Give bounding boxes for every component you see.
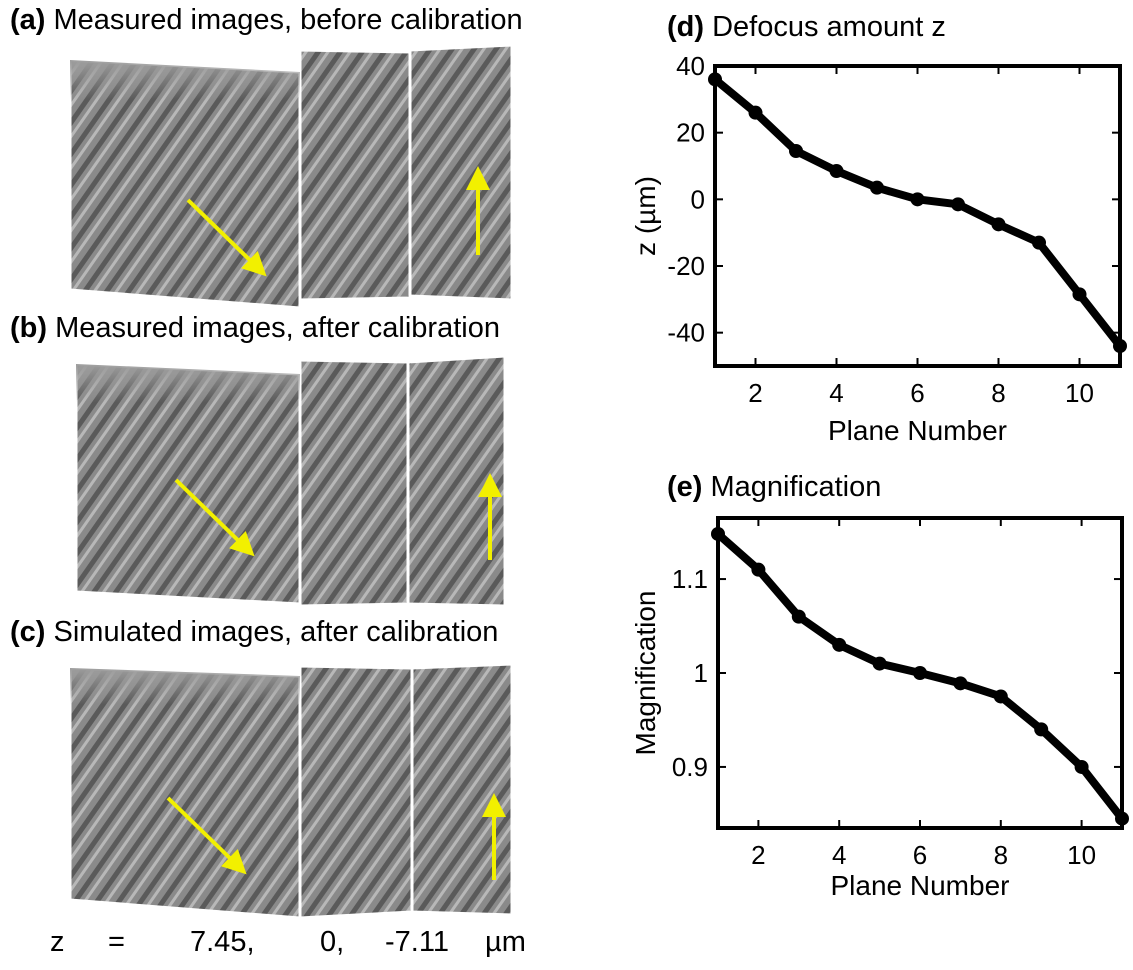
- chart-d-point: [1072, 287, 1087, 302]
- panel-a-text: Measured images, before calibration: [53, 4, 523, 36]
- chart-e-point: [913, 666, 927, 680]
- stack-a: [68, 43, 514, 310]
- chart-magnification: (e) Magnification 2 4 6 8 10 1.1 1 0.9 Plane Numb…: [630, 471, 1129, 901]
- chart-d-point: [708, 72, 722, 87]
- chart-e-point: [953, 676, 968, 691]
- z-unit: µm: [485, 926, 526, 958]
- chart-e-xlabel: Plane Number: [831, 870, 1010, 901]
- chart-d-ytick-label: -40: [667, 318, 705, 348]
- chart-d-point: [748, 105, 763, 120]
- chart-d-xlabel: Plane Number: [828, 415, 1007, 446]
- panel-a-title: (a) Measured images, before calibration: [10, 4, 523, 37]
- panel-c-letter: (c): [10, 616, 46, 648]
- chart-d-ylabel: z (µm): [630, 176, 661, 256]
- panel-c-text: Simulated images, after calibration: [53, 616, 499, 648]
- stack-b: [74, 354, 507, 608]
- chart-d-axes-box: [713, 64, 1122, 368]
- image-stacks: [68, 43, 514, 920]
- z-value-1: 7.45,: [190, 926, 255, 958]
- chart-e-title: (e) Magnification: [667, 471, 881, 503]
- chart-d-letter: (d): [667, 11, 704, 43]
- chart-e-letter: (e): [667, 471, 702, 503]
- chart-d-point: [870, 180, 884, 195]
- panel-b-letter: (b): [10, 312, 48, 344]
- panel-a-letter: (a): [10, 4, 46, 36]
- chart-e-point: [711, 526, 725, 541]
- chart-e-xtick-label: 8: [994, 840, 1008, 870]
- chart-d-xtick-label: 2: [748, 378, 762, 408]
- chart-e-point: [872, 656, 887, 671]
- chart-e-xtick-label: 2: [751, 840, 765, 870]
- panel-c-title: (c) Simulated images, after calibration: [10, 616, 498, 649]
- chart-e-point: [791, 609, 806, 624]
- chart-e-point: [1074, 759, 1089, 774]
- chart-e-point: [993, 689, 1008, 704]
- chart-e-ytick-label: 1: [694, 658, 708, 688]
- chart-e-point: [1115, 811, 1129, 826]
- arrow-c1: [166, 796, 247, 875]
- chart-d-point: [910, 192, 925, 207]
- z-value-3: -7.11: [385, 926, 449, 958]
- chart-e-ytick-label: 0.9: [672, 752, 708, 782]
- z-equals: =: [108, 926, 125, 958]
- chart-d-point: [789, 144, 803, 158]
- chart-d-title: (d) Defocus amount z: [667, 11, 946, 43]
- chart-e-title-text: Magnification: [702, 471, 881, 503]
- chart-e-point: [832, 637, 847, 652]
- chart-d-point: [1032, 235, 1046, 250]
- chart-d-xtick-label: 10: [1065, 378, 1094, 408]
- chart-d-xtick-label: 8: [991, 378, 1005, 408]
- chart-d-point: [951, 197, 965, 212]
- chart-d-xtick-label: 4: [829, 378, 843, 408]
- chart-d-series-line: [711, 75, 1124, 350]
- chart-d-point: [991, 217, 1006, 232]
- chart-d-point: [1113, 339, 1127, 353]
- chart-d-title-text: Defocus amount z: [704, 11, 946, 43]
- panel-b-title: (b) Measured images, after calibration: [10, 312, 500, 345]
- chart-e-xtick-label: 10: [1067, 840, 1096, 870]
- chart-d-ytick-label: 40: [676, 51, 705, 81]
- chart-e-xtick-label: 4: [832, 840, 846, 870]
- chart-d-point: [829, 164, 844, 178]
- chart-e-ytick-label: 1.1: [672, 564, 708, 594]
- chart-d-xtick-label: 6: [910, 378, 924, 408]
- arrow-a1: [186, 198, 267, 277]
- arrow-b1: [174, 478, 255, 557]
- chart-d-ytick-label: -20: [667, 251, 705, 281]
- stack-c: [68, 662, 514, 920]
- chart-d-ytick-label: 0: [691, 184, 705, 214]
- chart-defocus: (d) Defocus amount z 2 4 6 8 10 40 20 0 -20 -40 Pla…: [630, 11, 1127, 446]
- chart-e-point: [751, 562, 766, 577]
- chart-e-point: [1034, 722, 1049, 737]
- chart-e-xtick-label: 6: [913, 840, 927, 870]
- z-value-2: 0,: [320, 926, 345, 958]
- z-symbol: z: [50, 926, 65, 958]
- chart-e-ylabel: Magnification: [630, 591, 661, 756]
- panel-b-text: Measured images, after calibration: [55, 312, 500, 344]
- chart-d-ytick-label: 20: [676, 118, 705, 148]
